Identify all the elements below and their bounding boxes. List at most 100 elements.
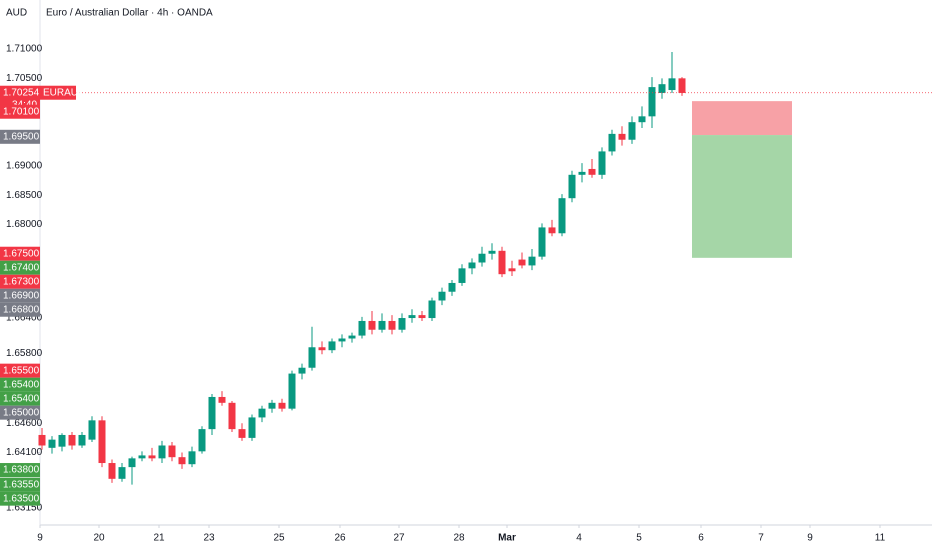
x-tick-label: 26: [334, 533, 346, 544]
price-label-box: [0, 129, 40, 144]
price-label-box: [0, 363, 40, 378]
candle-body: [428, 300, 436, 319]
candle-body: [78, 434, 86, 446]
y-tick-label: 1.68500: [6, 190, 43, 201]
candle-body: [618, 133, 626, 140]
candle-body: [568, 174, 576, 199]
price-label-box: [0, 302, 40, 317]
symbol-box: [40, 85, 76, 100]
y-tick-label: 1.66400: [6, 313, 43, 324]
x-tick-label: 4: [576, 533, 582, 544]
candle-body: [148, 455, 156, 459]
price-label: 1.66800: [3, 304, 40, 315]
candle-body: [678, 78, 686, 93]
x-tick-label: 9: [807, 533, 813, 544]
candle-body: [258, 408, 266, 418]
target-zone: [692, 135, 792, 258]
x-tick-label: 27: [393, 533, 405, 544]
chart-title: Euro / Australian Dollar · 4h · OANDA: [46, 8, 213, 19]
candle-body: [628, 122, 636, 140]
price-label-box: [0, 405, 40, 420]
price-label: 1.65000: [3, 407, 40, 418]
price-label-box: [0, 288, 40, 303]
x-tick-label: 25: [273, 533, 285, 544]
currency: AUD: [6, 8, 27, 19]
price-label: 1.69500: [3, 131, 40, 142]
price-label-box: [0, 463, 40, 478]
candle-body: [168, 445, 176, 458]
candle-body: [488, 250, 496, 254]
candle-body: [188, 451, 196, 465]
candle-body: [388, 320, 396, 330]
x-tick-label: 23: [203, 533, 215, 544]
price-label-box: [0, 274, 40, 289]
candle-body: [178, 457, 186, 465]
candle-body: [98, 420, 106, 464]
candle-body: [108, 463, 116, 479]
candle-body: [128, 458, 136, 468]
price-label-box: [0, 391, 40, 406]
price-label: 1.67500: [3, 248, 40, 259]
price-label-box: [0, 104, 40, 119]
candle-body: [308, 347, 316, 368]
y-tick-label: 1.70500: [6, 73, 43, 84]
candle-body: [328, 341, 336, 351]
candle-body: [118, 467, 126, 479]
y-tick-label: 1.69000: [6, 161, 43, 172]
candle-body: [668, 78, 676, 91]
price-label-box: [0, 260, 40, 275]
stop-zone: [692, 101, 792, 136]
candle-body: [648, 87, 656, 117]
price-label: 1.63800: [3, 465, 40, 476]
candle-body: [158, 445, 166, 459]
candle-body: [238, 429, 246, 438]
x-tick-label: 28: [453, 533, 465, 544]
candle-body: [248, 417, 256, 438]
candle-body: [638, 116, 646, 123]
x-tick-label: 7: [758, 533, 764, 544]
candle-body: [138, 455, 146, 459]
y-tick-label: 1.71000: [6, 44, 43, 55]
candle-body: [528, 256, 536, 266]
candle-body: [548, 227, 556, 234]
candle-body: [458, 268, 466, 283]
candle-body: [208, 396, 216, 430]
candle-body: [538, 227, 546, 257]
x-tick-label: 11: [875, 533, 886, 544]
x-tick-label: 9: [37, 533, 43, 544]
candle-body: [268, 402, 276, 409]
candle-body: [438, 291, 446, 301]
candle-body: [368, 320, 376, 330]
candle-body: [288, 373, 296, 409]
candle-body: [448, 282, 456, 292]
y-tick-label: 1.65800: [6, 348, 43, 359]
candle-body: [58, 434, 66, 447]
candle-body: [418, 315, 426, 319]
candle-body: [348, 335, 356, 339]
symbol: EURAUD: [43, 87, 85, 98]
x-tick-label: 21: [153, 533, 165, 544]
x-tick-label: Mar: [498, 533, 516, 544]
candle-body: [228, 402, 236, 430]
candle-body: [358, 320, 366, 336]
candle-body: [68, 434, 76, 446]
candle-body: [588, 168, 596, 175]
candle-body: [518, 259, 526, 266]
current-price: 1.70254: [3, 87, 40, 98]
candle-body: [408, 315, 416, 319]
price-label: 1.67300: [3, 276, 40, 287]
candle-body: [578, 171, 586, 175]
candle-body: [478, 253, 486, 263]
candle-body: [88, 420, 96, 440]
price-label: 1.66900: [3, 290, 40, 301]
price-label: 1.65500: [3, 365, 40, 376]
candle-body: [218, 396, 226, 403]
candle-body: [48, 439, 56, 448]
y-tick-label: 1.64100: [6, 447, 43, 458]
price-label-box: [0, 477, 40, 492]
y-tick-label: 1.63150: [6, 503, 43, 514]
candle-body: [498, 250, 506, 275]
